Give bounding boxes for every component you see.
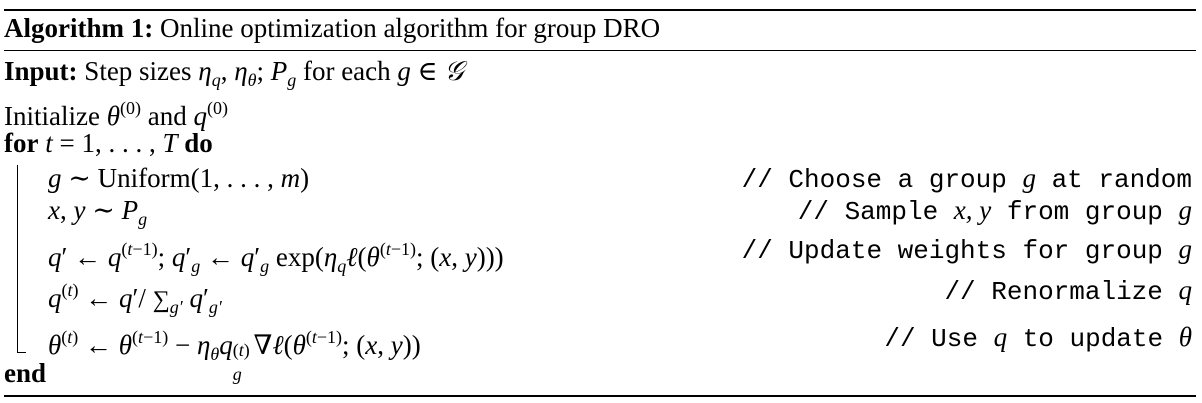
step-3-comment: // Update weights for group g [741, 234, 1192, 266]
step-5: θ(t) ← θ(t−1) − ηθq (t) g ∇ℓ(θ(t−1); (x, y… [48, 327, 421, 384]
input-label: Input: [4, 56, 78, 86]
end-keyword: end [4, 358, 47, 388]
comment-5-a: // Use [884, 324, 994, 354]
bottom-rule [4, 395, 1196, 397]
comment-5-b: to update [1007, 324, 1179, 354]
step-4: q(t) ← q′/ ∑g′ q′g′ [48, 280, 222, 317]
input-line: Input: Step sizes ηq, ηθ; Pg for each g … [4, 56, 464, 90]
input-text-b: for each [296, 56, 398, 86]
algorithm-title: Online optimization algorithm for group … [159, 13, 661, 43]
step-5-comment: // Use q to update θ [884, 322, 1192, 354]
for-line: for t = 1, . . . , T do [4, 128, 213, 158]
step-2-comment: // Sample x, y from group g [797, 195, 1192, 227]
caption-rule [4, 50, 1196, 51]
comment-3-a: // Update weights for group [741, 236, 1179, 266]
end-line: end [4, 357, 46, 389]
top-rule [4, 9, 1196, 11]
do-keyword: do [184, 128, 213, 158]
input-text-a: Step sizes [84, 56, 199, 86]
comment-1-b: at random [1035, 165, 1192, 195]
for-keyword: for [4, 128, 39, 158]
uniform-word: Uniform [97, 163, 191, 193]
step-3: q′ ← q(t−1); q′g ← q′g exp(ηqℓ(θ(t−1); (… [48, 239, 504, 276]
step-4-comment: // Renormalize q [944, 275, 1192, 307]
comment-1-a: // Choose a group [741, 165, 1023, 195]
algorithm-caption: Algorithm 1: Online optimization algorit… [4, 12, 660, 44]
step-1-comment: // Choose a group g at random [741, 163, 1192, 195]
loop-bar [17, 165, 18, 353]
comment-2-b: from group [991, 197, 1179, 227]
comment-2-a: // Sample [797, 197, 954, 227]
init-text-a: Initialize [4, 101, 107, 131]
init-line: Initialize θ(0) and q(0) [4, 98, 228, 131]
loop-bar-end [17, 352, 26, 353]
algorithm-label: Algorithm 1: [4, 13, 154, 43]
init-text-b: and [140, 101, 194, 131]
step-2: x, y ∼ Pg [48, 195, 148, 229]
comment-4-a: // Renormalize [944, 277, 1179, 307]
exp-word: exp [275, 242, 315, 272]
step-1: g ∼ Uniform(1, . . . , m) [48, 163, 310, 193]
